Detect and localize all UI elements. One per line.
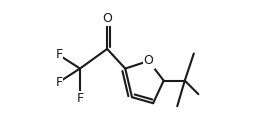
Text: O: O: [102, 12, 112, 25]
Text: F: F: [76, 92, 84, 105]
Text: O: O: [144, 55, 154, 67]
Text: F: F: [55, 76, 62, 89]
Text: F: F: [55, 48, 62, 61]
